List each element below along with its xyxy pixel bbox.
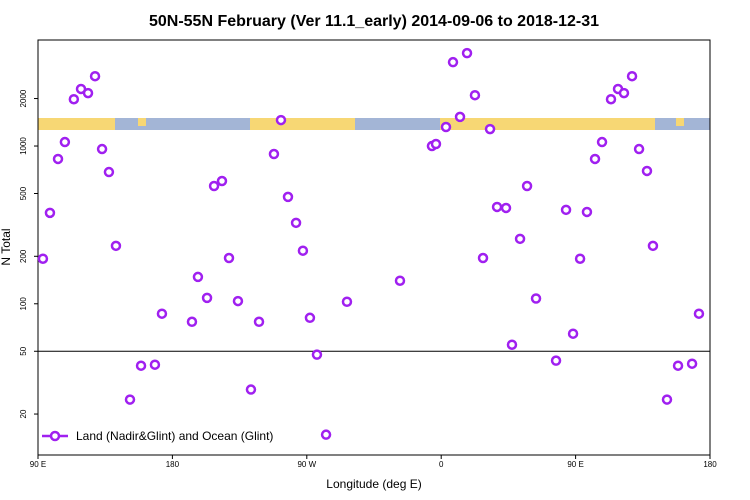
data-point: [581, 206, 593, 218]
data-point: [290, 217, 302, 229]
data-point: [186, 316, 198, 328]
data-point: [282, 191, 294, 203]
y-tick-label: 100: [19, 297, 28, 311]
land-strip: [676, 118, 684, 126]
data-point: [506, 339, 518, 350]
y-axis-label: N Total: [0, 228, 13, 265]
data-point: [500, 202, 512, 214]
data-point: [82, 87, 94, 99]
x-tick-label: 180: [166, 460, 180, 469]
data-point: [641, 165, 653, 177]
data-point: [647, 240, 659, 252]
land-strip: [138, 118, 146, 126]
y-tick-label: 200: [19, 249, 28, 263]
data-point: [514, 233, 526, 245]
data-point: [454, 111, 466, 123]
data-point: [311, 349, 323, 360]
data-point: [44, 207, 56, 219]
data-point: [567, 328, 579, 339]
data-point: [484, 123, 496, 135]
data-point: [192, 271, 204, 283]
y-tick-label: 20: [19, 409, 28, 418]
data-point: [245, 384, 257, 395]
y-tick-label: 50: [19, 346, 28, 355]
data-point: [268, 148, 280, 160]
data-point: [447, 56, 459, 68]
data-point: [693, 308, 705, 319]
data-point: [149, 359, 161, 370]
data-point: [550, 355, 562, 366]
data-point: [589, 153, 601, 165]
x-axis-label: Longitude (deg E): [326, 477, 421, 491]
data-point: [661, 394, 673, 405]
data-point: [68, 93, 80, 105]
data-point: [37, 253, 49, 264]
x-tick-label: 90 W: [297, 460, 316, 469]
data-point: [618, 87, 630, 99]
data-point: [124, 394, 136, 405]
data-point: [297, 245, 309, 256]
data-point: [52, 153, 64, 165]
data-point: [530, 293, 542, 304]
land-strip: [250, 118, 355, 130]
y-tick-label: 500: [19, 186, 28, 200]
data-point: [469, 89, 481, 101]
data-point: [275, 114, 287, 126]
data-point: [89, 70, 101, 82]
chart-title: 50N-55N February (Ver 11.1_early) 2014-0…: [149, 13, 599, 30]
data-point: [156, 308, 168, 319]
x-tick-label: 90 E: [30, 460, 46, 469]
data-point: [596, 136, 608, 148]
data-point: [320, 429, 332, 440]
data-point: [201, 292, 213, 304]
land-strip: [38, 118, 115, 130]
land-strip: [440, 118, 655, 130]
land-ocean-map-strip: [38, 118, 710, 130]
data-point: [232, 295, 244, 307]
data-point: [304, 312, 316, 324]
data-point: [394, 275, 406, 286]
data-point: [461, 47, 473, 59]
data-point: [686, 358, 698, 369]
data-point: [216, 175, 228, 187]
data-point: [626, 70, 638, 82]
data-point: [605, 93, 617, 105]
data-point: [208, 180, 220, 192]
data-point: [672, 360, 684, 371]
y-tick-label: 1000: [19, 137, 28, 155]
x-tick-label: 90 E: [567, 460, 583, 469]
x-tick-label: 0: [439, 460, 444, 469]
data-point: [59, 136, 71, 148]
data-point: [491, 201, 503, 213]
data-point: [560, 204, 572, 216]
y-tick-label: 2000: [19, 89, 28, 107]
data-point: [110, 240, 122, 252]
data-point: [135, 360, 147, 371]
data-point: [223, 252, 235, 264]
data-point: [440, 121, 452, 133]
data-point: [341, 296, 353, 308]
data-point: [103, 166, 115, 178]
data-point: [574, 253, 586, 264]
data-point: [521, 180, 533, 192]
x-tick-label: 180: [703, 460, 717, 469]
data-point: [253, 316, 265, 328]
plot-frame: [37, 39, 711, 456]
data-point: [477, 252, 489, 264]
legend-label: Land (Nadir&Glint) and Ocean (Glint): [76, 429, 273, 443]
data-point: [430, 138, 442, 150]
data-point: [96, 143, 108, 155]
data-point: [633, 143, 645, 155]
legend-marker: [49, 430, 61, 442]
